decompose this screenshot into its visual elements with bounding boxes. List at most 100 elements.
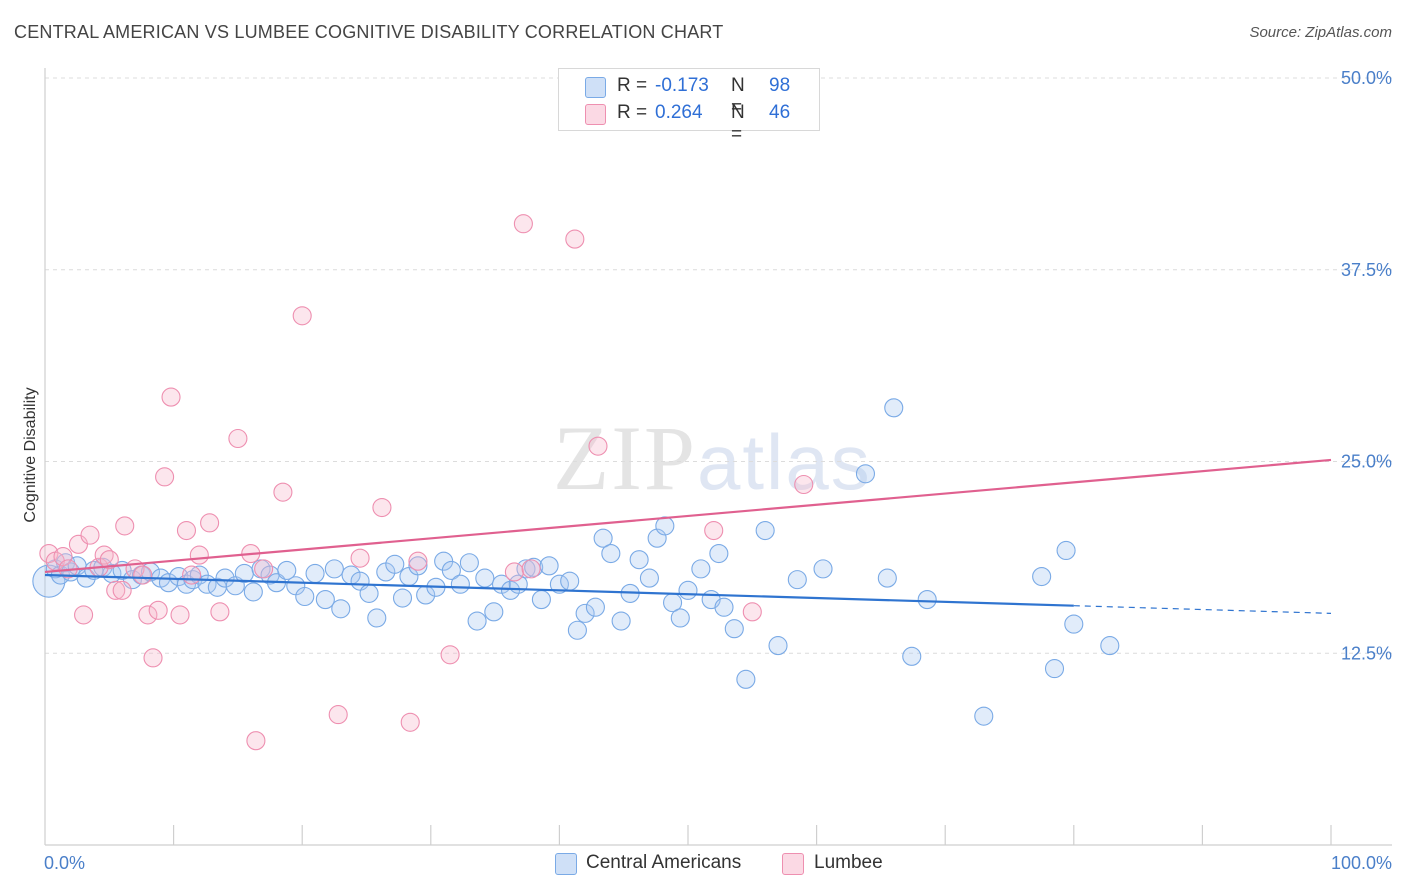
central-americans-point bbox=[709, 543, 729, 564]
data-points bbox=[32, 214, 1120, 751]
x-tick-label: 0.0% bbox=[44, 853, 85, 873]
central-americans-point bbox=[450, 574, 470, 594]
central-americans-point bbox=[315, 590, 335, 610]
central-americans-point bbox=[516, 559, 536, 579]
central-americans-point bbox=[484, 602, 504, 622]
lumbee-point bbox=[440, 645, 460, 665]
lumbee-point bbox=[350, 548, 370, 568]
lumbee-point bbox=[53, 547, 73, 567]
central-americans-point bbox=[1100, 636, 1120, 656]
lumbee-point bbox=[328, 705, 348, 725]
central-americans-point bbox=[1044, 659, 1065, 679]
r-value: 0.264 bbox=[655, 102, 703, 123]
lumbee-point bbox=[794, 474, 814, 495]
central-americans-point bbox=[917, 590, 937, 610]
lumbee-point bbox=[521, 559, 541, 579]
central-americans-point bbox=[331, 599, 351, 619]
lumbee-point bbox=[200, 513, 220, 533]
n-label: N = bbox=[731, 75, 745, 118]
central-americans-point bbox=[736, 669, 756, 689]
lumbee-point bbox=[148, 600, 168, 620]
n-label: N = bbox=[731, 102, 745, 145]
central-americans-point bbox=[324, 559, 344, 579]
lumbee-point bbox=[408, 551, 428, 571]
legend-swatch-blue bbox=[585, 77, 606, 98]
lumbee-trend-line bbox=[44, 458, 1332, 574]
central-americans-point bbox=[755, 520, 775, 541]
central-americans-point bbox=[392, 588, 413, 608]
lumbee-point bbox=[39, 543, 59, 564]
central-americans-point bbox=[475, 568, 495, 588]
central-americans-point bbox=[974, 706, 994, 726]
central-americans-point bbox=[655, 516, 675, 536]
central-americans-point bbox=[295, 586, 315, 607]
lumbee-point bbox=[588, 436, 608, 456]
watermark-zip: ZIP bbox=[553, 407, 697, 509]
legend-swatch-pink bbox=[782, 853, 804, 875]
n-value: 98 bbox=[769, 75, 791, 96]
central-americans-point bbox=[714, 597, 734, 617]
lumbee-point bbox=[133, 565, 153, 585]
central-americans-point bbox=[611, 611, 631, 631]
lumbee-point bbox=[115, 516, 135, 536]
central-americans-point bbox=[1032, 566, 1052, 587]
lumbee-point bbox=[273, 482, 293, 502]
central-americans-point bbox=[877, 568, 897, 588]
central-americans-point bbox=[243, 582, 263, 602]
lumbee-point bbox=[513, 214, 533, 234]
y-tick-label: 50.0% bbox=[1341, 68, 1392, 88]
y-tick-label: 12.5% bbox=[1341, 643, 1392, 663]
legend-swatch-blue bbox=[555, 853, 577, 875]
lumbee-point bbox=[254, 559, 274, 579]
central-americans-point bbox=[647, 528, 667, 548]
lumbee-point bbox=[176, 520, 197, 541]
y-tick-label: 25.0% bbox=[1341, 452, 1392, 472]
central-americans-point bbox=[539, 556, 559, 576]
lumbee-point bbox=[504, 562, 524, 582]
central-americans-point bbox=[1064, 614, 1084, 634]
central-americans-trend-extension bbox=[1073, 605, 1332, 614]
central-americans-point bbox=[385, 554, 405, 574]
lumbee-point bbox=[170, 605, 190, 625]
legend-label: Lumbee bbox=[814, 852, 883, 873]
central-americans-point bbox=[593, 528, 613, 548]
central-americans-point bbox=[215, 568, 235, 588]
chart-title: CENTRAL AMERICAN VS LUMBEE COGNITIVE DIS… bbox=[14, 22, 724, 42]
r-label: R = bbox=[617, 75, 648, 96]
lumbee-point bbox=[143, 648, 163, 668]
central-americans-point bbox=[567, 620, 587, 640]
lumbee-point bbox=[189, 545, 209, 565]
central-americans-point bbox=[531, 590, 551, 610]
y-tick-label: 37.5% bbox=[1341, 260, 1392, 280]
central-americans-point bbox=[32, 564, 66, 598]
lumbee-point bbox=[372, 497, 392, 518]
central-americans-point bbox=[639, 568, 659, 588]
lumbee-point bbox=[74, 605, 94, 625]
lumbee-point bbox=[138, 605, 158, 625]
lumbee-point bbox=[246, 731, 266, 751]
central-americans-trend-line bbox=[44, 573, 1074, 607]
correlation-legend: R = -0.173 N = 98 R = 0.264 N = 46 bbox=[558, 68, 820, 145]
central-americans-point bbox=[813, 559, 833, 579]
central-americans-point bbox=[359, 583, 379, 603]
lumbee-point bbox=[161, 387, 181, 407]
lumbee-point bbox=[112, 580, 132, 600]
tick-labels: 12.5% 25.0% 37.5% 50.0% 0.0% 100.0% bbox=[44, 68, 1392, 873]
central-americans-point bbox=[441, 560, 461, 580]
central-americans-point bbox=[305, 563, 325, 584]
central-americans-point bbox=[408, 556, 428, 576]
central-americans-point bbox=[768, 636, 788, 656]
lumbee-point bbox=[704, 520, 724, 541]
axes bbox=[44, 68, 1392, 846]
lumbee-point bbox=[155, 467, 175, 487]
central-americans-point bbox=[367, 608, 387, 628]
lumbee-point bbox=[106, 580, 126, 600]
central-americans-point bbox=[560, 571, 580, 591]
r-value: -0.173 bbox=[655, 75, 709, 96]
central-americans-point bbox=[585, 597, 605, 617]
y-axis-title: Cognitive Disability bbox=[22, 387, 39, 522]
lumbee-point bbox=[228, 428, 248, 449]
legend-swatch-pink bbox=[585, 104, 606, 125]
central-americans-point bbox=[459, 553, 479, 573]
